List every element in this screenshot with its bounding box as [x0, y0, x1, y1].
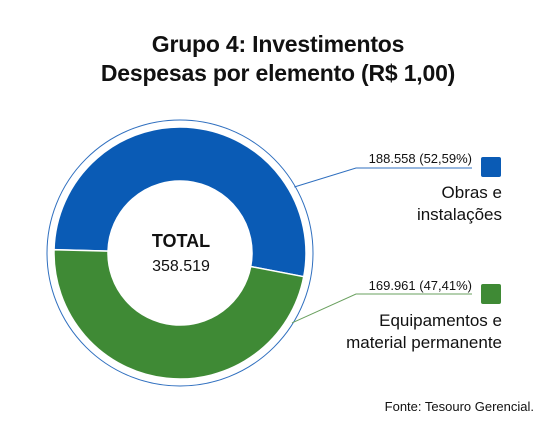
legend-label-1-line-1: Obras e — [442, 183, 502, 202]
source-note: Fonte: Tesouro Gerencial. — [384, 399, 534, 414]
center-total-label: TOTAL — [152, 231, 210, 251]
legend-swatch-1 — [481, 157, 501, 177]
outer-ring-guide — [46, 119, 314, 387]
legend-label-2-line-2: material permanente — [346, 333, 502, 352]
title-line-1: Grupo 4: Investimentos — [151, 31, 405, 57]
leader-lines — [291, 167, 472, 324]
legend-label-1-line-2: instalações — [417, 205, 502, 224]
data-label-1: 188.558 (52,59%) — [369, 151, 472, 166]
legend-swatch-2 — [481, 284, 501, 304]
donut-slices — [53, 126, 307, 380]
leader-line-2 — [291, 293, 472, 324]
center-total-value: 358.519 — [152, 258, 210, 275]
legend-label-2-line-1: Equipamentos e — [379, 311, 502, 330]
legend: 188.558 (52,59%) Obras e instalações 169.96… — [346, 151, 502, 352]
donut-slice-2 — [53, 248, 305, 380]
data-label-2: 169.961 (47,41%) — [369, 278, 472, 293]
donut-slice-1 — [53, 126, 307, 278]
chart-title: Grupo 4: Investimentos Despesas por elem… — [0, 30, 556, 88]
leader-line-1 — [294, 167, 472, 188]
title-line-2: Despesas por elemento (R$ 1,00) — [100, 60, 456, 86]
